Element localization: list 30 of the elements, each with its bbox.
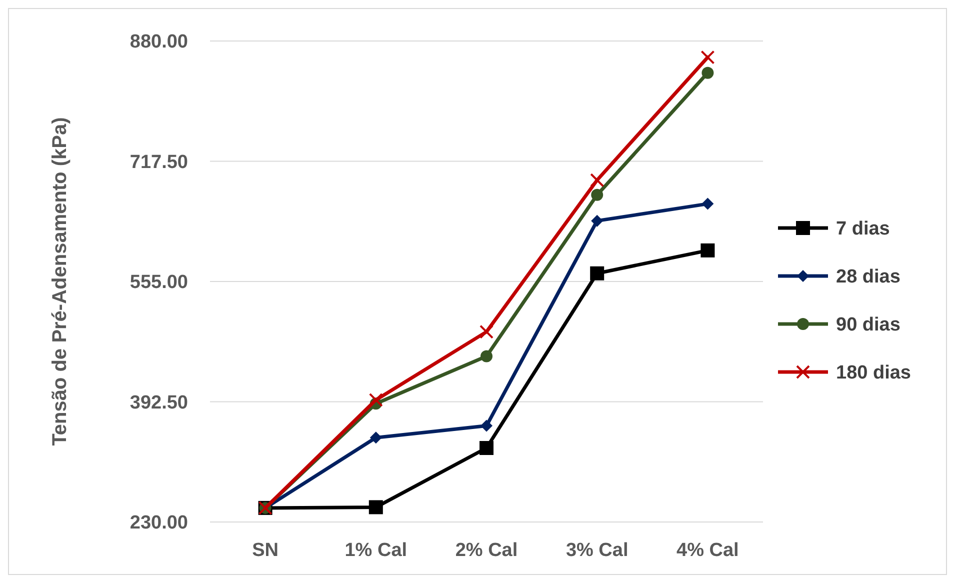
point: [370, 432, 382, 444]
point: [591, 214, 604, 227]
x-tick-label: 2% Cal: [455, 540, 518, 561]
point: [702, 198, 714, 210]
legend-label: 180 dias: [836, 362, 911, 384]
y-tick-label: 880.00: [130, 32, 188, 53]
point: [480, 420, 492, 432]
x-tick-label: 4% Cal: [676, 540, 739, 561]
legend-label: 7 dias: [836, 218, 890, 240]
point: [700, 243, 715, 258]
point: [702, 66, 714, 79]
legend-label: 28 dias: [836, 266, 900, 288]
x-tick-label: 3% Cal: [566, 540, 628, 561]
legend-label: 90 dias: [836, 314, 900, 336]
point: [590, 173, 604, 188]
point: [700, 50, 715, 64]
y-axis-title: Tensão de Pré-Adensamento (kPa): [49, 117, 71, 446]
point: [590, 266, 604, 280]
point: [368, 500, 383, 514]
x-tick-label: SN: [252, 540, 279, 561]
y-tick-label: 717.50: [130, 152, 188, 173]
point: [480, 441, 494, 455]
y-tick-label: 555.00: [130, 272, 188, 294]
y-tick-label: 392.50: [130, 392, 188, 414]
x-tick-label: 1% Cal: [344, 540, 408, 561]
y-tick-label: 230.00: [130, 512, 188, 534]
point: [480, 324, 494, 339]
point: [480, 350, 492, 362]
point: [591, 188, 604, 201]
point: [368, 392, 383, 407]
